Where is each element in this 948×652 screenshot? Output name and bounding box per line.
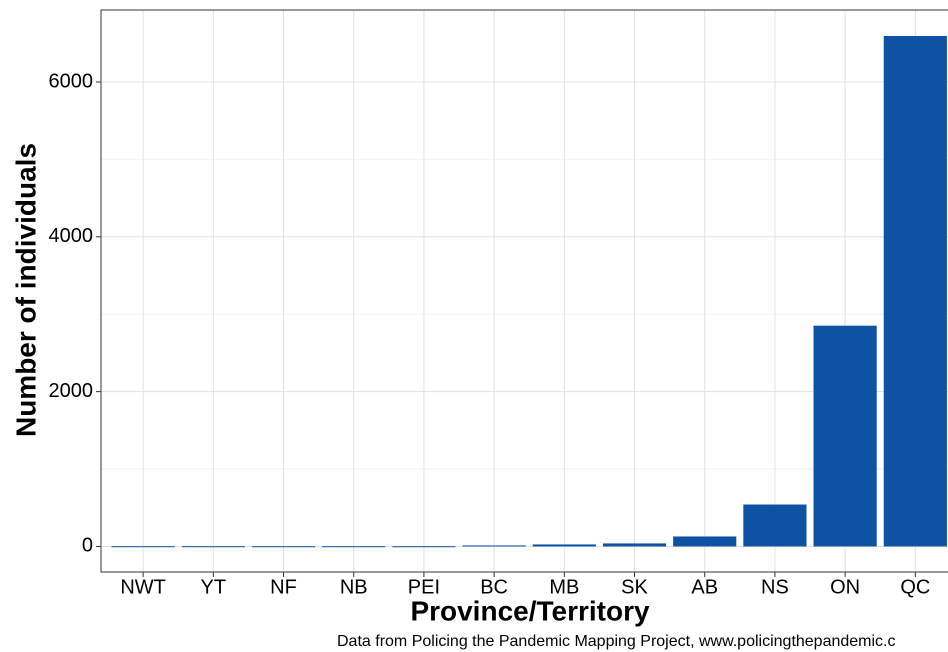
x-tick-label: NB <box>340 576 368 598</box>
bar <box>813 325 877 547</box>
x-tick-label: YT <box>201 576 227 598</box>
x-tick-label: AB <box>691 576 718 598</box>
bar <box>392 546 456 548</box>
bar <box>673 536 737 547</box>
bar <box>532 544 596 547</box>
bar <box>462 545 526 547</box>
y-tick-label: 6000 <box>49 70 94 92</box>
bar <box>743 504 807 547</box>
x-tick-label: PEI <box>408 576 440 598</box>
x-tick-label: NWT <box>120 576 166 598</box>
bar <box>181 546 245 548</box>
bar <box>602 543 667 547</box>
plot-border <box>100 9 948 573</box>
bar <box>322 546 386 548</box>
x-tick-label: BC <box>480 576 508 598</box>
x-tick-label: ON <box>830 576 860 598</box>
y-tick-label: 4000 <box>49 225 94 247</box>
x-tick-label: SK <box>621 576 648 598</box>
x-tick-label: NS <box>761 576 789 598</box>
bar <box>251 546 316 548</box>
y-tick-label: 0 <box>82 535 93 557</box>
bar <box>883 36 947 547</box>
x-tick-label: NF <box>270 576 297 598</box>
x-tick-label: QC <box>900 576 930 598</box>
bar <box>111 546 175 548</box>
caption: Data from Policing the Pandemic Mapping … <box>337 633 896 650</box>
x-tick-label: MB <box>549 576 579 598</box>
x-axis-label: Province/Territory <box>410 595 650 626</box>
y-axis-label: Number of individuals <box>10 143 41 437</box>
y-tick-label: 2000 <box>49 380 94 402</box>
